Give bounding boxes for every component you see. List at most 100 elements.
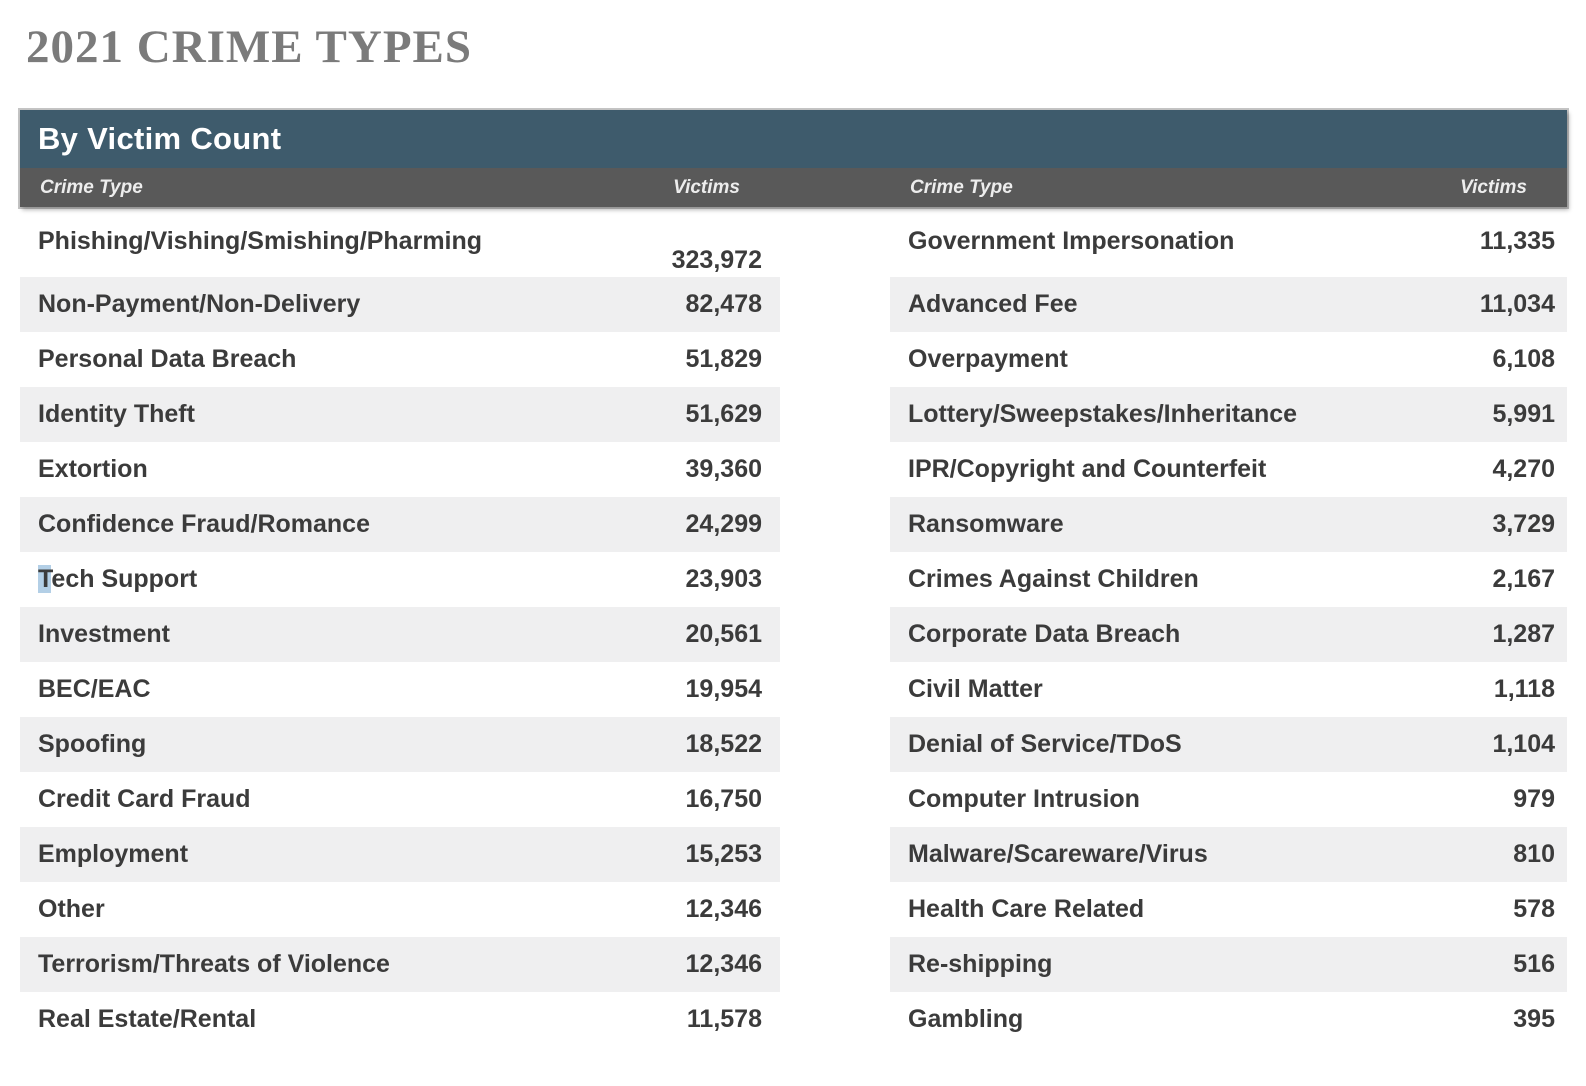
table-row: Government Impersonation 11,335 [890,222,1567,277]
table-row: Tech Support 23,903 [20,552,780,607]
crime-type-cell: Terrorism/Threats of Violence [38,950,390,978]
crime-type-cell: Personal Data Breach [38,345,297,373]
table-row: Gambling 395 [890,992,1567,1047]
crime-type-cell: Government Impersonation [908,227,1235,255]
crime-type-cell: Employment [38,840,189,868]
crime-type-cell: Civil Matter [908,675,1043,703]
page-title: 2021 CRIME TYPES [26,21,473,73]
victims-count-cell: 4,270 [1492,455,1555,483]
crime-type-cell: Phishing/Vishing/Smishing/Pharming [38,227,483,255]
crime-type-cell: IPR/Copyright and Counterfeit [908,455,1267,483]
victims-count-cell: 11,578 [686,1005,762,1033]
table-row: Credit Card Fraud 16,750 [20,772,780,827]
table-row: Ransomware 3,729 [890,497,1567,552]
table-row: Real Estate/Rental 11,578 [20,992,780,1047]
crime-type-cell: Extortion [38,455,148,483]
victims-count-cell: 11,034 [1479,290,1555,318]
victims-count-cell: 16,750 [685,785,762,813]
crime-type-cell: BEC/EAC [38,675,151,703]
crime-types-table: By Victim Count Crime Type Victims Crime… [20,110,1567,1047]
victims-count-cell: 1,104 [1492,730,1555,758]
crime-type-cell: Advanced Fee [908,290,1078,318]
table-left-column: Phishing/Vishing/Smishing/Pharming 323,9… [20,222,780,1047]
crime-type-column-header: Crime Type [910,176,1013,198]
victims-count-cell: 5,991 [1492,400,1555,428]
victims-count-cell: 18,522 [685,730,762,758]
section-header-bar: By Victim Count [20,110,1567,168]
victims-count-cell: 51,629 [685,400,762,428]
table-header: By Victim Count Crime Type Victims Crime… [20,110,1567,207]
crime-type-cell: Re-shipping [908,950,1053,978]
table-row: Civil Matter 1,118 [890,662,1567,717]
table-row: Identity Theft 51,629 [20,387,780,442]
victims-column-header: Victims [673,176,740,198]
victims-count-cell: 23,903 [685,565,762,593]
victims-count-cell: 1,287 [1492,620,1555,648]
text-selection-highlight: T [38,565,52,593]
victims-count-cell: 516 [1513,950,1555,978]
crime-type-cell: Computer Intrusion [908,785,1140,813]
column-header-bar: Crime Type Victims Crime Type Victims [20,168,1567,207]
victims-count-cell: 6,108 [1492,345,1555,373]
table-row: Crimes Against Children 2,167 [890,552,1567,607]
crime-type-cell: Real Estate/Rental [38,1005,257,1033]
table-row: Advanced Fee 11,034 [890,277,1567,332]
crime-type-cell: Non-Payment/Non-Delivery [38,290,361,318]
table-row: Non-Payment/Non-Delivery 82,478 [20,277,780,332]
crime-type-cell: Malware/Scareware/Virus [908,840,1208,868]
table-row: Malware/Scareware/Virus 810 [890,827,1567,882]
crime-type-cell: Health Care Related [908,895,1145,923]
table-row: Confidence Fraud/Romance 24,299 [20,497,780,552]
crime-type-cell: Lottery/Sweepstakes/Inheritance [908,400,1298,428]
victims-count-cell: 11,335 [1479,227,1555,255]
table-row: Other 12,346 [20,882,780,937]
table-right-column: Government Impersonation 11,335 Advanced… [890,222,1567,1047]
victims-count-cell: 19,954 [685,675,762,703]
victims-count-cell: 395 [1513,1005,1555,1033]
victims-count-cell: 979 [1513,785,1555,813]
crime-type-cell: Credit Card Fraud [38,785,251,813]
victims-count-cell: 323,972 [671,246,762,274]
table-row: Re-shipping 516 [890,937,1567,992]
crime-type-cell: Confidence Fraud/Romance [38,510,370,538]
crime-type-cell: Corporate Data Breach [908,620,1181,648]
table-row: Phishing/Vishing/Smishing/Pharming 323,9… [20,222,780,277]
victims-count-cell: 1,118 [1493,675,1555,703]
victims-count-cell: 24,299 [685,510,762,538]
victims-count-cell: 578 [1513,895,1555,923]
table-row: Extortion 39,360 [20,442,780,497]
section-header-label: By Victim Count [38,121,282,156]
victims-count-cell: 51,829 [685,345,762,373]
crime-type-cell: Overpayment [908,345,1068,373]
crime-type-cell: Spoofing [38,730,147,758]
table-row: BEC/EAC 19,954 [20,662,780,717]
victims-count-cell: 20,561 [685,620,762,648]
victims-count-cell: 3,729 [1492,510,1555,538]
column-header-right-half: Crime Type Victims [890,177,1567,199]
crime-type-column-header: Crime Type [40,176,143,198]
table-body: Phishing/Vishing/Smishing/Pharming 323,9… [20,222,1567,1047]
victims-count-cell: 810 [1513,840,1555,868]
crime-type-cell: Gambling [908,1005,1024,1033]
victims-count-cell: 15,253 [685,840,762,868]
victims-count-cell: 39,360 [685,455,762,483]
table-row: Lottery/Sweepstakes/Inheritance 5,991 [890,387,1567,442]
victims-column-header: Victims [1460,176,1527,198]
crime-type-cell: Identity Theft [38,400,195,428]
victims-count-cell: 12,346 [685,895,762,923]
crime-type-cell: Denial of Service/TDoS [908,730,1182,758]
table-row: Terrorism/Threats of Violence 12,346 [20,937,780,992]
table-row: Denial of Service/TDoS 1,104 [890,717,1567,772]
table-row: Employment 15,253 [20,827,780,882]
crime-type-cell: Investment [38,620,170,648]
column-gap [780,222,890,1047]
victims-count-cell: 82,478 [685,290,762,318]
table-row: Overpayment 6,108 [890,332,1567,387]
table-row: Computer Intrusion 979 [890,772,1567,827]
crime-type-cell: Crimes Against Children [908,565,1199,593]
table-row: Corporate Data Breach 1,287 [890,607,1567,662]
crime-type-cell: Other [38,895,105,923]
table-row: Personal Data Breach 51,829 [20,332,780,387]
victims-count-cell: 12,346 [685,950,762,978]
